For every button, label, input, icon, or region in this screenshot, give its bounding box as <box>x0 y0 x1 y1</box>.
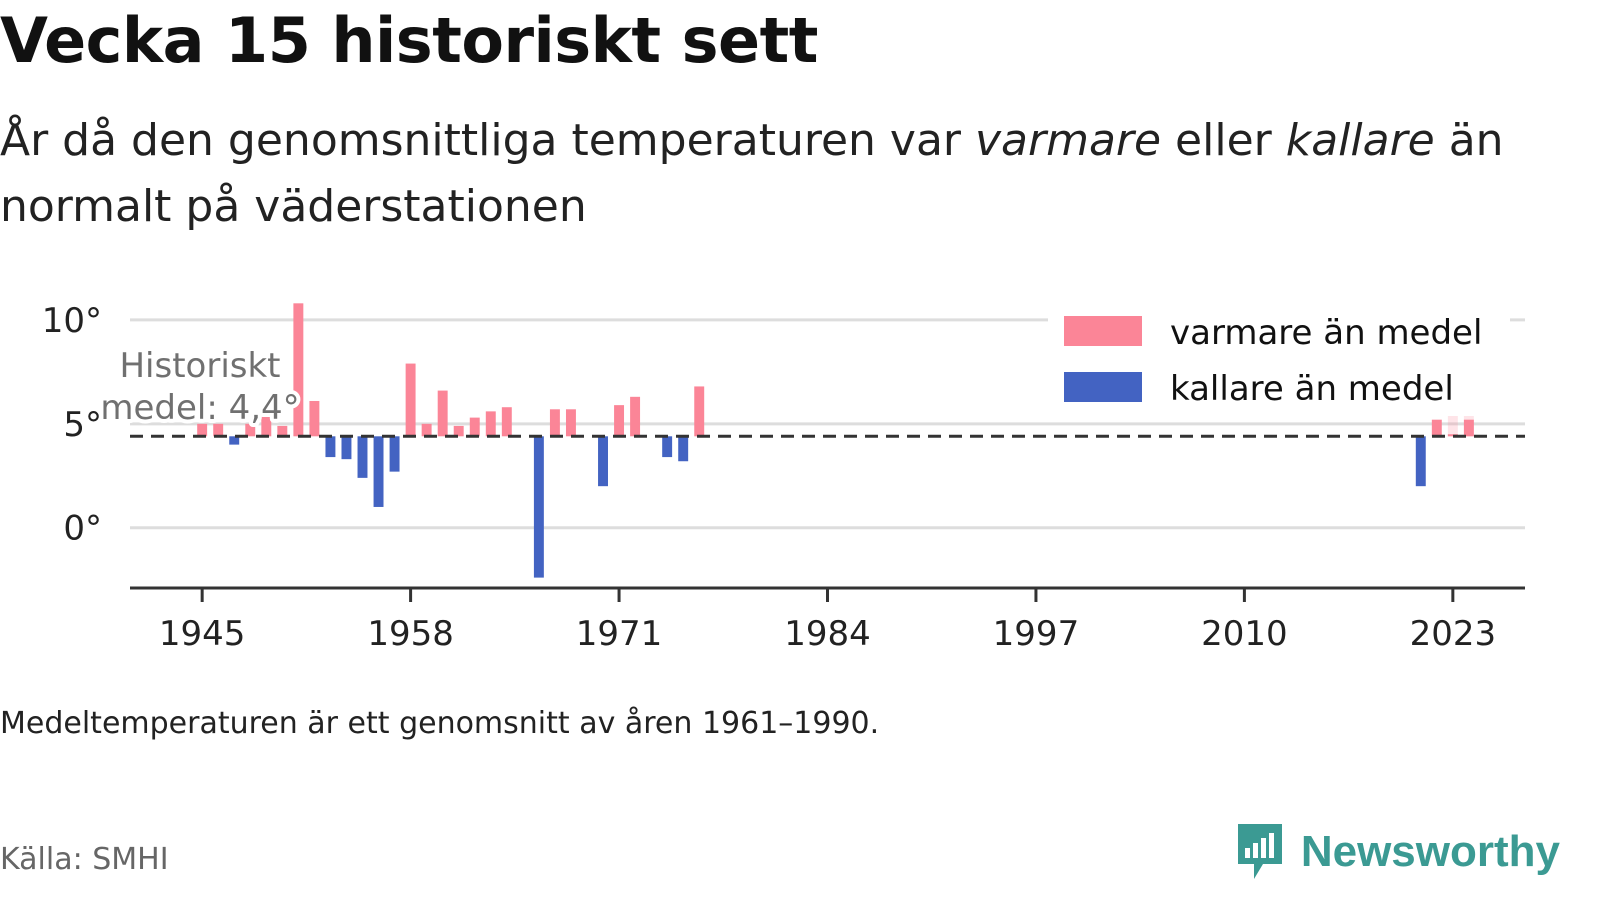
warm-bar <box>630 396 641 437</box>
cold-bar <box>373 436 384 507</box>
cold-bar <box>389 436 400 472</box>
y-tick-label: 0° <box>63 509 102 549</box>
bars <box>197 303 1474 578</box>
subtitle-cold-word: kallare <box>1285 115 1435 166</box>
warm-bar <box>277 425 288 437</box>
footnote: Medeltemperaturen är ett genomsnitt av å… <box>0 706 880 741</box>
baseline-label-line2: medel: 4,4° <box>100 388 299 428</box>
legend-label: varmare än medel <box>1170 313 1482 353</box>
warm-bar <box>485 411 496 437</box>
subtitle-text-2: eller <box>1161 115 1286 166</box>
y-tick-label: 10° <box>42 301 102 341</box>
warm-bar <box>1447 434 1458 437</box>
legend-swatch <box>1064 372 1142 402</box>
brand-logo: Newsworthy <box>1235 820 1560 884</box>
x-tick-label: 2010 <box>1201 614 1288 654</box>
y-tick-label: 5° <box>63 405 102 445</box>
x-tick-label: 1958 <box>367 614 454 654</box>
x-tick-label: 2023 <box>1410 614 1497 654</box>
cold-bar <box>357 436 368 478</box>
baseline-label-halo: Historiskt <box>119 346 280 386</box>
baseline-label-line1: Historiskt <box>119 346 280 386</box>
warm-bar <box>437 390 448 437</box>
warm-bar <box>261 415 272 437</box>
warm-bar <box>453 425 464 437</box>
warm-bar <box>421 423 432 437</box>
warm-bar <box>501 407 512 437</box>
subtitle-warm-word: varmare <box>974 115 1162 166</box>
legend: varmare än medel kallare än medel <box>1048 304 1510 416</box>
cold-bar <box>678 436 689 462</box>
warm-bar <box>565 409 576 437</box>
chart-title: Vecka 15 historiskt sett <box>0 4 818 77</box>
warm-bar <box>197 423 208 437</box>
cold-bar <box>325 436 336 458</box>
cold-bar <box>662 436 673 458</box>
cold-bar <box>341 436 352 460</box>
warm-bar <box>245 423 256 437</box>
legend-label: kallare än medel <box>1170 369 1454 409</box>
warm-bar <box>1463 419 1474 437</box>
source-label: Källa: SMHI <box>0 842 169 877</box>
brand-name: Newsworthy <box>1300 827 1560 876</box>
warm-bar <box>405 363 416 437</box>
warm-bar <box>549 409 560 437</box>
warm-bar <box>309 400 320 437</box>
subtitle-text-3: än normalt på väderstationen <box>0 115 1504 232</box>
faded-bar <box>1447 407 1458 437</box>
x-tick-label: 1945 <box>159 614 246 654</box>
warm-bar <box>213 423 224 437</box>
x-tick-label: 1997 <box>993 614 1080 654</box>
newsworthy-logo-icon <box>1237 824 1282 879</box>
warm-bar <box>293 303 304 437</box>
axes: 0° 5° 10° 1945 1958 1971 1984 1997 2010 2023 <box>42 301 1525 654</box>
cold-bar <box>229 436 240 445</box>
chart-subtitle: År då den genomsnittliga temperaturen va… <box>0 108 1560 240</box>
cold-bar <box>598 436 608 487</box>
x-tick-label: 1971 <box>576 614 663 654</box>
baseline-label-halo: medel: 4,4° <box>100 388 299 428</box>
warm-bar <box>694 386 705 437</box>
subtitle-text-1: År då den genomsnittliga temperaturen va… <box>0 115 975 166</box>
warm-bar <box>469 417 480 437</box>
cold-bar <box>1415 436 1426 487</box>
legend-swatch <box>1064 316 1142 346</box>
warm-bar <box>1431 419 1442 437</box>
cold-bar <box>533 436 544 578</box>
warm-bar <box>614 405 625 437</box>
x-tick-label: 1984 <box>784 614 871 654</box>
